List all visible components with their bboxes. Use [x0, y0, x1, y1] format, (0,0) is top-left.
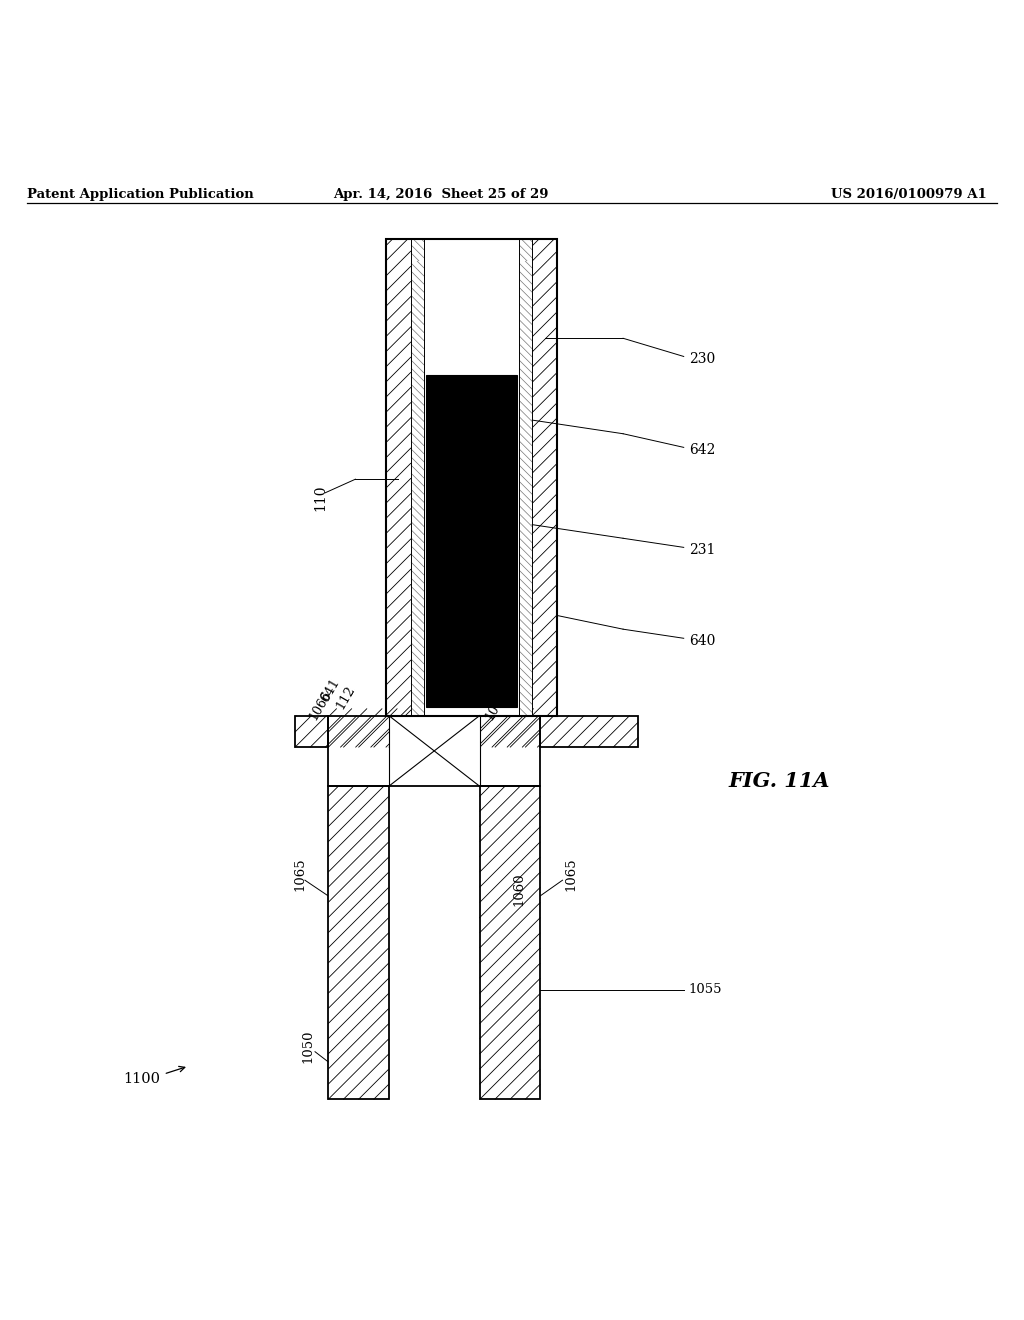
Bar — [411, 239, 424, 261]
Bar — [424, 239, 519, 261]
Text: Patent Application Publication: Patent Application Publication — [28, 187, 254, 201]
Text: 231: 231 — [689, 543, 715, 557]
Bar — [541, 715, 638, 747]
Bar — [424, 261, 519, 715]
Text: 1055: 1055 — [689, 983, 722, 997]
Bar — [519, 239, 532, 261]
Text: FIG. 11A: FIG. 11A — [729, 771, 830, 791]
Bar — [426, 375, 517, 708]
Bar — [386, 239, 557, 715]
Bar — [328, 787, 389, 1100]
Bar — [479, 787, 541, 1100]
Text: 1065: 1065 — [294, 857, 306, 891]
Text: US 2016/0100979 A1: US 2016/0100979 A1 — [831, 187, 987, 201]
Bar — [532, 239, 557, 261]
Bar — [328, 715, 541, 787]
Text: 1060: 1060 — [513, 873, 525, 907]
Text: 110: 110 — [313, 484, 327, 511]
Text: 112: 112 — [334, 684, 357, 711]
Bar — [295, 715, 638, 747]
Text: 1100: 1100 — [123, 1072, 160, 1086]
Bar — [389, 715, 479, 787]
Bar — [295, 715, 328, 747]
Text: 1066: 1066 — [306, 688, 334, 722]
Bar — [386, 261, 411, 715]
Text: Apr. 14, 2016  Sheet 25 of 29: Apr. 14, 2016 Sheet 25 of 29 — [334, 187, 549, 201]
Text: 642: 642 — [689, 442, 715, 457]
Bar — [328, 709, 541, 747]
Text: 641: 641 — [318, 676, 342, 705]
Bar — [411, 261, 424, 715]
Text: 1050: 1050 — [301, 1030, 314, 1064]
Bar — [386, 239, 411, 261]
Bar — [532, 261, 557, 715]
Text: 1066: 1066 — [483, 688, 511, 722]
Text: 1065: 1065 — [564, 857, 578, 891]
Bar — [519, 261, 532, 715]
Text: 230: 230 — [689, 351, 715, 366]
Text: 640: 640 — [689, 634, 715, 648]
